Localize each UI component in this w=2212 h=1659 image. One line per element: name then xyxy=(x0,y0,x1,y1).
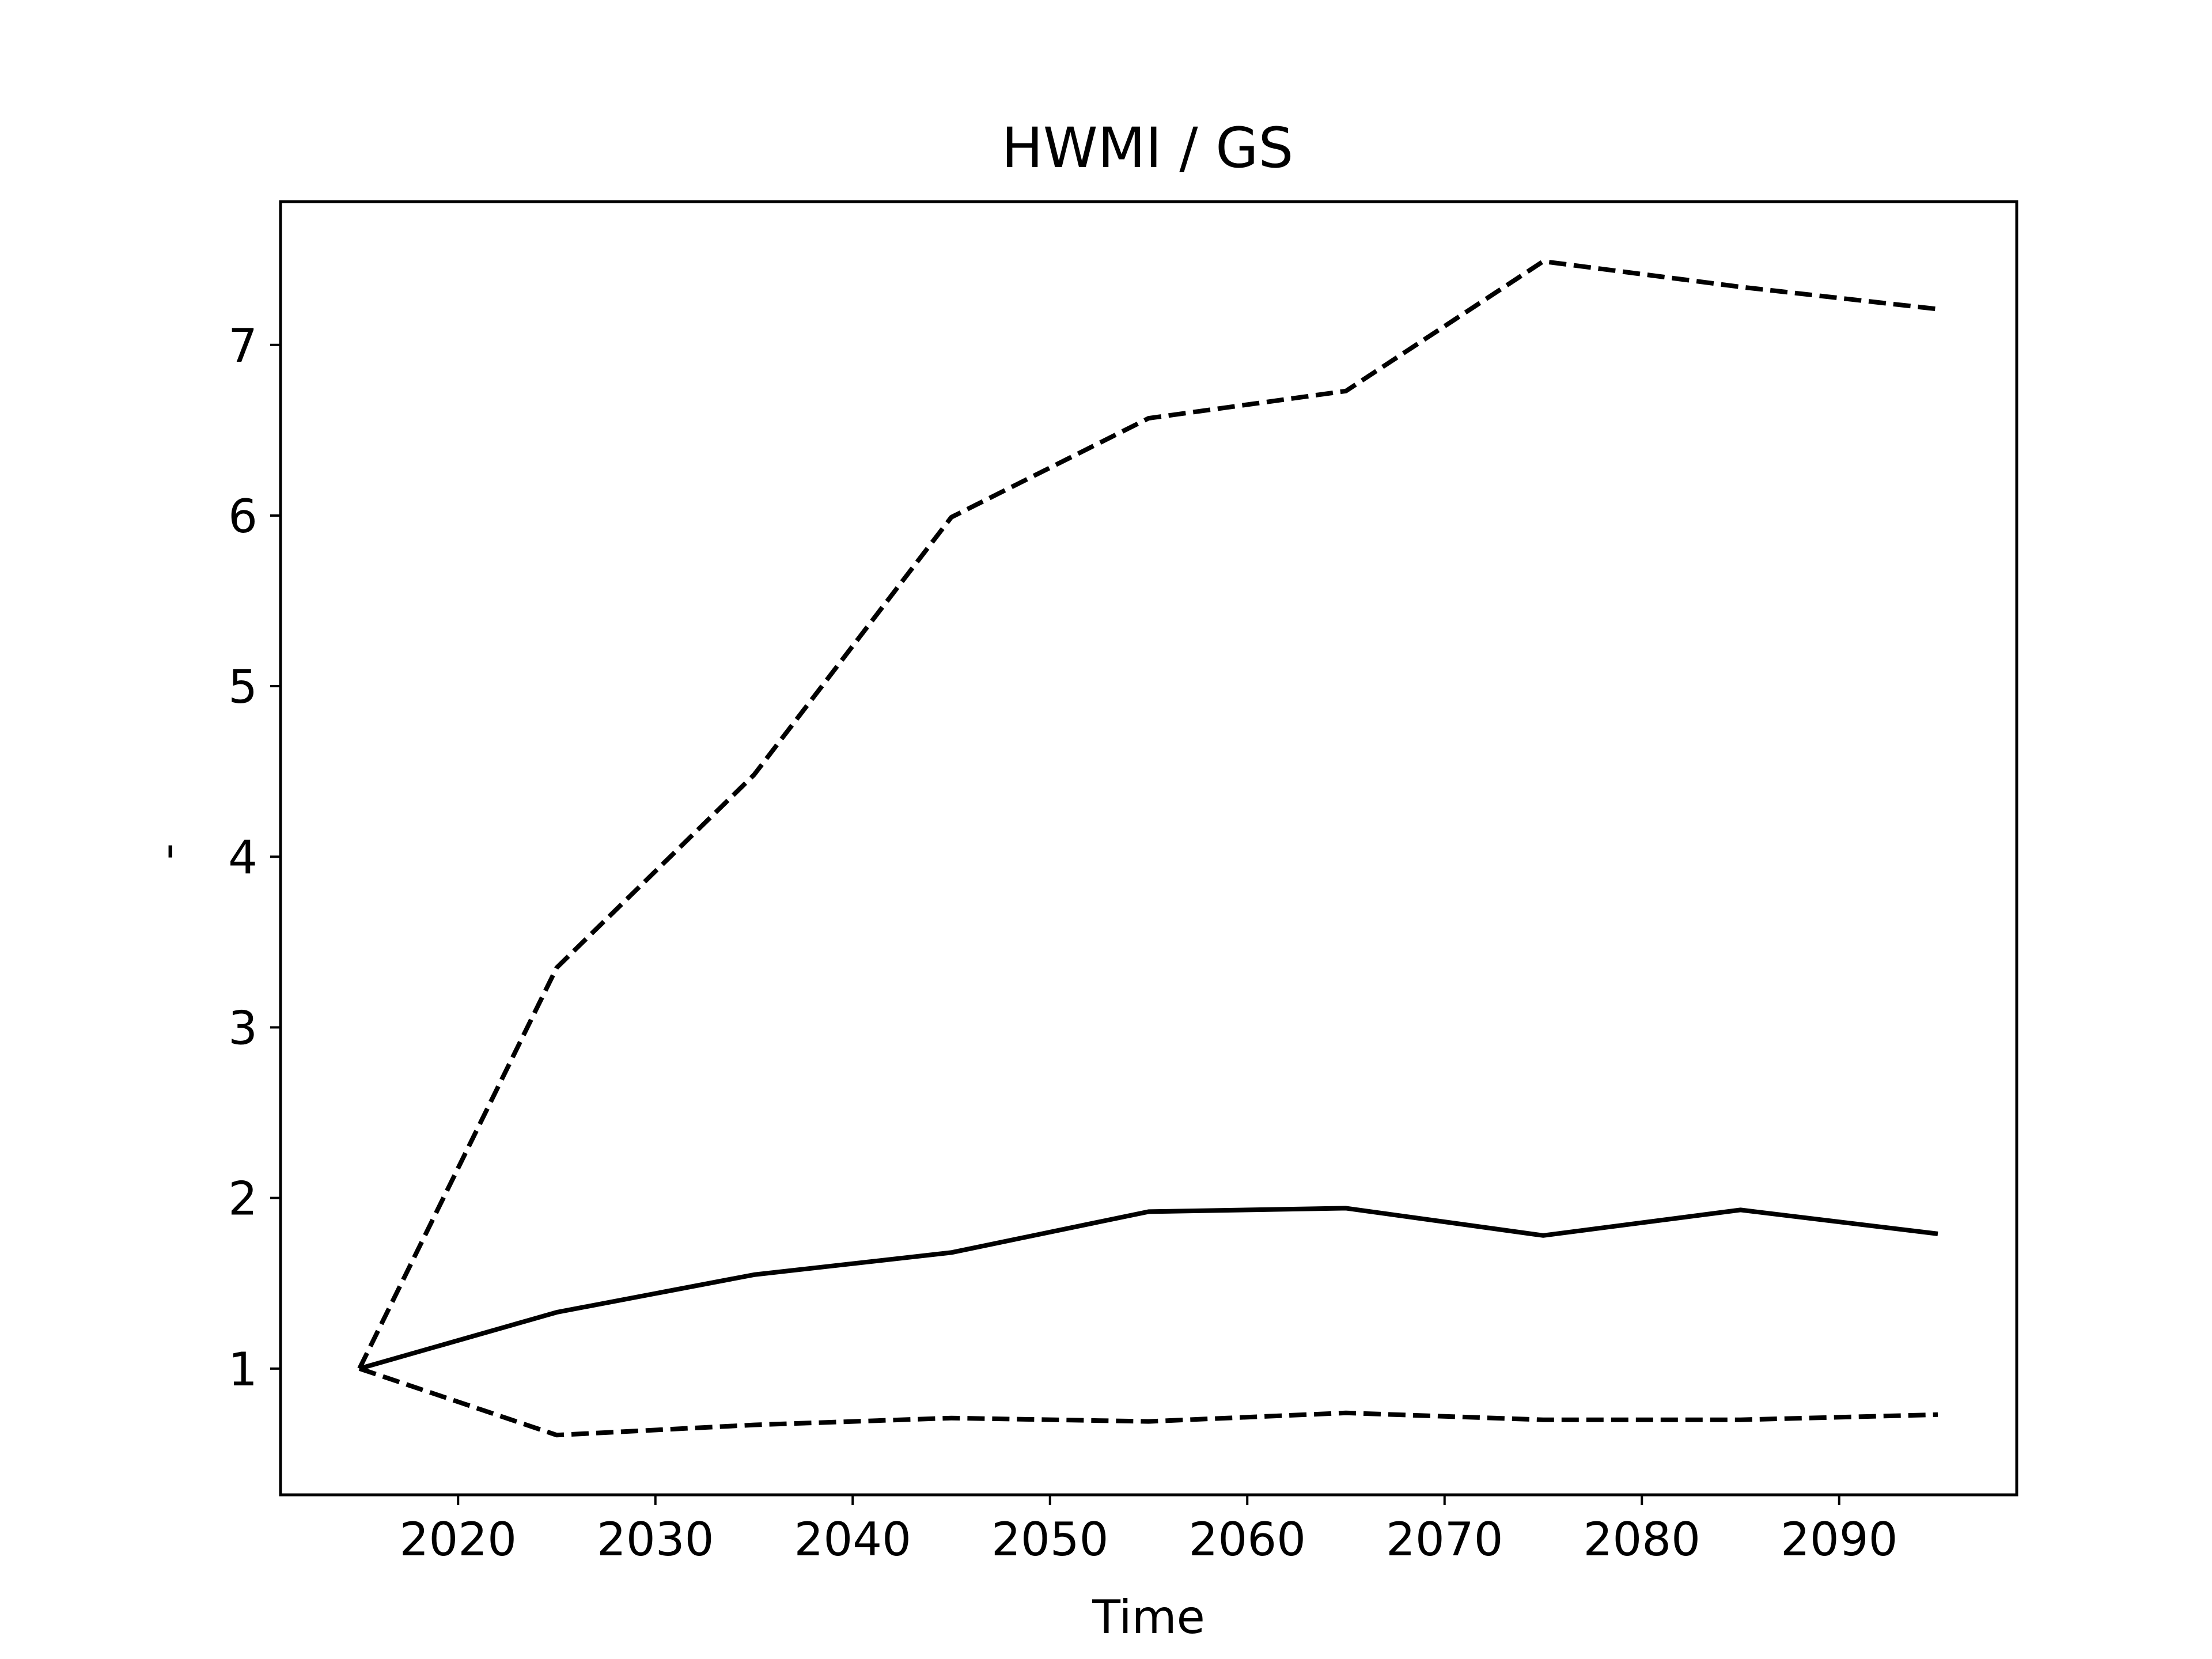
series-line-3-dashed xyxy=(358,1366,1938,1438)
y-tick-label: 1 xyxy=(228,1343,257,1396)
series-line-1-solid xyxy=(358,1206,1938,1371)
y-tick-label: 2 xyxy=(228,1172,257,1226)
x-tick-label: 2070 xyxy=(1386,1513,1503,1566)
y-tick-label: 3 xyxy=(228,1001,257,1055)
x-tick-label: 2080 xyxy=(1583,1513,1700,1566)
x-tick-label: 2020 xyxy=(399,1513,517,1566)
y-tick-label: 7 xyxy=(228,319,257,373)
x-tick-label: 2030 xyxy=(597,1513,714,1566)
axes-frame xyxy=(279,200,2018,1497)
x-tick-label: 2090 xyxy=(1781,1513,1898,1566)
y-axis-ticks: 1 2 3 4 5 6 7 xyxy=(228,319,281,1396)
x-tick-label: 2040 xyxy=(794,1513,911,1566)
y-axis-label: - xyxy=(141,843,194,860)
x-tick-label: 2060 xyxy=(1188,1513,1306,1566)
plot-area xyxy=(357,259,1938,1438)
y-tick-label: 4 xyxy=(228,831,257,884)
x-axis-label: Time xyxy=(1092,1590,1205,1644)
chart-title: HWMI / GS xyxy=(1002,116,1294,180)
y-tick-label: 6 xyxy=(228,490,257,543)
x-axis-ticks: 2020 2030 2040 2050 2060 2070 2080 2090 xyxy=(399,1495,1898,1566)
x-tick-label: 2050 xyxy=(991,1513,1109,1566)
series-line-2-dashed xyxy=(357,259,1938,1370)
y-tick-label: 5 xyxy=(228,660,257,714)
